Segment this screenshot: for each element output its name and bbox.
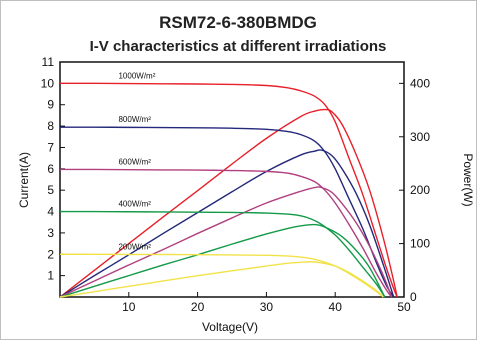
x-axis-label: Voltage(V) [202, 320, 258, 334]
y2-tick-label: 100 [410, 237, 430, 251]
pv-curve-4 [59, 261, 384, 298]
iv-curve-2 [59, 168, 393, 298]
y-tick-label: 6 [47, 162, 54, 176]
y-tick-label: 3 [47, 226, 54, 240]
right-axis-ticks: 0 100 200 300 400 [399, 76, 430, 304]
y-axis-label: Current(A) [17, 152, 31, 208]
chart-subtitle: I-V characteristics at different irradia… [90, 38, 387, 55]
curve-label-2: 600W/m² [118, 157, 151, 166]
y-tick-label: 10 [41, 76, 55, 90]
pv-curve-2 [59, 186, 393, 298]
y-tick-label: 2 [47, 247, 54, 261]
y-tick-label: 7 [47, 140, 54, 154]
iv-curve-0 [59, 82, 398, 298]
y-tick-label: 8 [47, 119, 54, 133]
y2-tick-label: 300 [410, 130, 430, 144]
iv-curve-3 [59, 210, 386, 298]
y-tick-label: 1 [47, 269, 54, 283]
y2-axis-label: Power(W) [461, 153, 475, 206]
x-tick-label: 30 [260, 300, 274, 314]
pv-curve-1 [59, 149, 395, 298]
y-tick-label: 5 [47, 183, 54, 197]
pv-curve-0 [59, 108, 398, 298]
y-tick-label: 4 [47, 205, 54, 219]
pv-curve-3 [59, 223, 386, 298]
x-tick-label: 50 [397, 300, 411, 314]
x-tick-label: 20 [191, 300, 205, 314]
curve-labels-layer: 1000W/m² 800W/m² 600W/m² 400W/m² 200W/m² [118, 71, 155, 251]
x-tick-label: 40 [329, 300, 343, 314]
y2-tick-label: 400 [410, 76, 430, 90]
y-tick-label: 11 [42, 55, 55, 69]
chart-title: RSM72-6-380BMDG [159, 13, 317, 32]
bottom-axis-ticks: 10 20 30 40 50 [122, 292, 411, 314]
iv-curve-1 [59, 126, 395, 298]
curve-label-4: 200W/m² [118, 242, 151, 251]
curve-label-1: 800W/m² [118, 115, 151, 124]
iv-curve-4 [59, 253, 384, 298]
curve-label-0: 1000W/m² [118, 71, 155, 80]
left-axis-ticks: 1 2 3 4 5 6 7 8 9 10 11 [41, 55, 65, 283]
y2-tick-label: 0 [410, 290, 417, 304]
curve-label-3: 400W/m² [118, 200, 151, 209]
y2-tick-label: 200 [410, 183, 430, 197]
x-tick-label: 10 [122, 300, 136, 314]
plot-area [59, 61, 405, 298]
curves-layer [59, 82, 398, 298]
y-tick-label: 9 [47, 98, 54, 112]
